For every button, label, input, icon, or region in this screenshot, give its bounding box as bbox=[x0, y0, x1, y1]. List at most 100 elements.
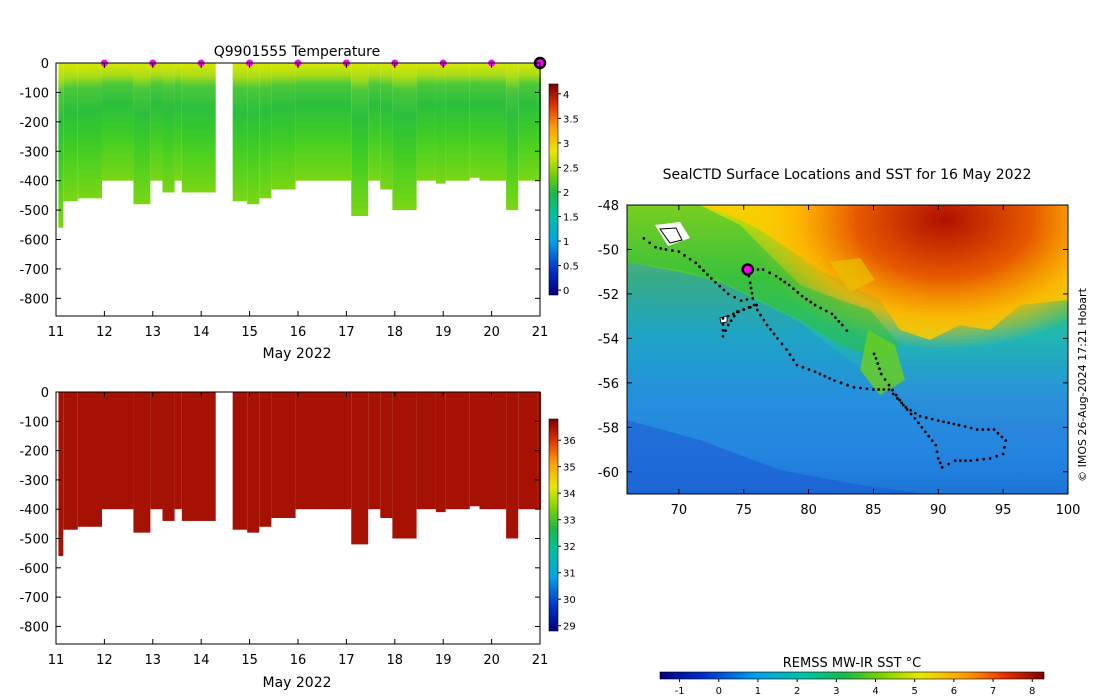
profile-column-24 bbox=[518, 63, 538, 181]
track-point bbox=[905, 408, 909, 411]
profile-column-22 bbox=[479, 63, 507, 181]
sst-cb-tick-label: 1 bbox=[755, 686, 761, 697]
temperature-colorbar bbox=[548, 83, 559, 296]
track-point bbox=[702, 269, 705, 272]
track-point bbox=[732, 314, 736, 318]
track-point bbox=[721, 328, 725, 332]
track-point bbox=[947, 462, 951, 466]
track-point bbox=[659, 246, 663, 250]
track-point bbox=[722, 288, 726, 292]
track-point bbox=[694, 261, 698, 265]
profile-column-14 bbox=[351, 392, 369, 545]
profile-column-19 bbox=[435, 392, 446, 513]
cb-tick-label: 32 bbox=[563, 542, 576, 553]
y-tick-label: -400 bbox=[19, 175, 49, 190]
y-tick-label: -700 bbox=[19, 263, 49, 278]
track-point bbox=[930, 417, 934, 421]
x-tick-label: 12 bbox=[96, 325, 113, 340]
track-point bbox=[969, 459, 973, 463]
cb-tick-label: 35 bbox=[563, 463, 576, 474]
track-point bbox=[729, 319, 733, 322]
lat-tick-label: -48 bbox=[598, 199, 619, 214]
sst-cb-tick-label: 8 bbox=[1029, 686, 1035, 697]
track-point bbox=[809, 300, 813, 304]
temperature-title: Q9901555 Temperature bbox=[214, 44, 381, 60]
profile-column-12 bbox=[271, 63, 296, 190]
cb-tick-label: 33 bbox=[563, 516, 576, 527]
lon-tick-label: 85 bbox=[865, 503, 882, 518]
profile-column-5 bbox=[150, 392, 163, 510]
track-point bbox=[755, 308, 759, 312]
y-tick-label: -500 bbox=[19, 533, 49, 548]
track-point bbox=[824, 309, 828, 313]
track-point bbox=[807, 368, 811, 371]
track-point bbox=[963, 425, 967, 428]
track-point bbox=[721, 334, 725, 338]
salinity-x-label: May 2022 bbox=[262, 675, 331, 691]
y-tick-label: -800 bbox=[19, 620, 49, 635]
track-point bbox=[779, 277, 782, 281]
x-tick-label: 16 bbox=[290, 653, 307, 668]
profile-column-16 bbox=[380, 392, 393, 518]
salinity-x-axis: 11 12 13 14 15 16 17 18 19 20 21 bbox=[48, 392, 548, 668]
track-point bbox=[670, 249, 674, 252]
y-tick-label: -800 bbox=[19, 292, 49, 307]
track-point bbox=[913, 417, 917, 420]
track-point bbox=[795, 363, 799, 367]
track-point bbox=[975, 428, 979, 431]
cb-tick-label: 0 bbox=[563, 286, 569, 297]
track-point bbox=[909, 408, 913, 412]
track-point bbox=[755, 303, 759, 307]
profile-column-8 bbox=[181, 392, 216, 521]
track-point bbox=[840, 323, 844, 327]
cb-tick-label: 2 bbox=[563, 188, 569, 199]
profile-column-24 bbox=[518, 392, 538, 510]
track-point bbox=[957, 423, 961, 427]
x-tick-label: 15 bbox=[241, 325, 258, 340]
salinity-colorbar-ticks: 29 30 31 32 33 34 35 36 bbox=[558, 436, 576, 633]
map-title: SealCTD Surface Locations and SST for 16… bbox=[663, 167, 1032, 183]
track-point bbox=[872, 352, 876, 356]
track-point bbox=[996, 431, 1000, 435]
track-point bbox=[876, 362, 880, 365]
profile-column-0 bbox=[58, 63, 64, 228]
y-tick-label: -600 bbox=[19, 562, 49, 577]
profile-column-12 bbox=[271, 392, 296, 518]
sst-cb-tick-label: -1 bbox=[675, 686, 685, 697]
map-longitude-axis: 70 75 80 85 90 95 100 bbox=[671, 205, 1080, 518]
profile-column-6 bbox=[162, 63, 175, 193]
track-point bbox=[718, 284, 722, 288]
track-point bbox=[833, 316, 837, 320]
cb-tick-label: 36 bbox=[563, 436, 576, 447]
profile-column-21 bbox=[469, 63, 480, 178]
temperature-panel: Q9901555 Temperature 0 -100 -200 -300 -400 -5… bbox=[19, 44, 578, 362]
track-point bbox=[780, 342, 784, 346]
map-latitude-axis: -48 -50 -52 -54 -56 -58 -60 bbox=[598, 199, 1068, 481]
profile-column-3 bbox=[101, 392, 134, 510]
track-point bbox=[874, 356, 878, 360]
track-point bbox=[769, 328, 772, 331]
track-point bbox=[756, 268, 760, 271]
profile-column-23 bbox=[506, 63, 519, 211]
temperature-x-axis: 11 12 13 14 15 16 17 18 19 20 21 bbox=[48, 63, 548, 340]
track-point bbox=[988, 457, 992, 460]
salinity-profiles bbox=[58, 392, 541, 557]
track-point bbox=[879, 372, 883, 376]
track-point bbox=[724, 329, 727, 333]
track-point bbox=[882, 388, 886, 391]
track-point bbox=[896, 397, 899, 400]
track-point bbox=[747, 305, 751, 309]
track-point bbox=[930, 439, 934, 443]
x-tick-label: 20 bbox=[483, 325, 500, 340]
track-point bbox=[1000, 435, 1004, 439]
track-point bbox=[706, 273, 709, 276]
profile-column-6 bbox=[162, 392, 175, 521]
salinity-colorbar bbox=[548, 418, 559, 632]
sst-cb-tick-label: 3 bbox=[833, 686, 839, 697]
sst-field bbox=[627, 205, 1068, 494]
track-point bbox=[917, 421, 920, 425]
profile-column-8 bbox=[181, 63, 216, 193]
x-tick-label: 17 bbox=[338, 653, 355, 668]
salinity-y-axis: 0 -100 -200 -300 -400 -500 -600 -700 -800 bbox=[19, 386, 540, 635]
